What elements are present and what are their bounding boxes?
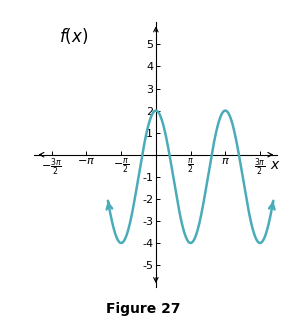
Text: $x$: $x$	[270, 158, 281, 172]
Text: $f(x)$: $f(x)$	[59, 26, 88, 46]
Text: Figure 27: Figure 27	[106, 302, 180, 316]
